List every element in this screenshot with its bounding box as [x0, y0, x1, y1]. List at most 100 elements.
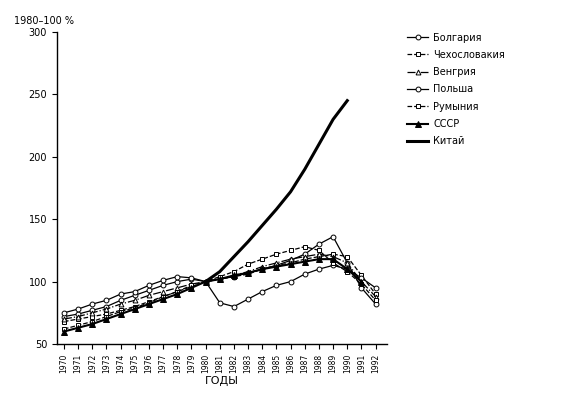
- Польша: [202, 279, 209, 284]
- Китай: [344, 98, 351, 103]
- Болгария: [60, 314, 67, 319]
- СССР: [216, 277, 223, 282]
- Польша: [372, 286, 379, 290]
- Китай: [302, 167, 308, 172]
- Румыния: [245, 262, 251, 266]
- Болгария: [216, 277, 223, 282]
- Китай: [216, 269, 223, 274]
- Line: Румыния: Румыния: [61, 244, 378, 332]
- Чехословакия: [174, 289, 181, 294]
- Болгария: [89, 308, 96, 313]
- Line: СССР: СССР: [61, 256, 365, 335]
- Венгрия: [188, 282, 195, 286]
- Чехословакия: [316, 254, 323, 259]
- Чехословакия: [302, 257, 308, 262]
- Чехословакия: [216, 277, 223, 282]
- Польша: [273, 283, 280, 288]
- Венгрия: [358, 279, 365, 284]
- Польша: [245, 297, 251, 302]
- Болгария: [302, 252, 308, 256]
- Болгария: [245, 270, 251, 275]
- Польша: [302, 272, 308, 276]
- Румыния: [131, 306, 138, 310]
- Венгрия: [174, 286, 181, 290]
- Болгария: [358, 286, 365, 290]
- Китай: [259, 223, 266, 228]
- Венгрия: [146, 293, 152, 298]
- Чехословакия: [287, 260, 294, 265]
- Болгария: [103, 304, 110, 309]
- Польша: [117, 292, 124, 296]
- Венгрия: [316, 252, 323, 256]
- Польша: [259, 289, 266, 294]
- Чехословакия: [230, 274, 237, 279]
- Венгрия: [216, 277, 223, 282]
- Чехословакия: [188, 284, 195, 289]
- СССР: [329, 257, 336, 262]
- СССР: [287, 262, 294, 266]
- Венгрия: [259, 264, 266, 269]
- Румыния: [358, 282, 365, 286]
- Польша: [75, 307, 81, 312]
- Польша: [160, 278, 167, 283]
- СССР: [174, 292, 181, 296]
- Румыния: [89, 319, 96, 324]
- Румыния: [259, 257, 266, 262]
- Line: Польша: Польша: [61, 263, 378, 315]
- Румыния: [344, 269, 351, 274]
- Венгрия: [89, 310, 96, 315]
- Болгария: [188, 277, 195, 282]
- Румыния: [75, 323, 81, 328]
- Румыния: [329, 260, 336, 265]
- Болгария: [75, 312, 81, 316]
- Болгария: [316, 242, 323, 246]
- Line: Чехословакия: Чехословакия: [61, 252, 378, 324]
- Чехословакия: [117, 308, 124, 313]
- Румыния: [117, 309, 124, 314]
- Венгрия: [117, 302, 124, 306]
- Венгрия: [230, 273, 237, 278]
- СССР: [60, 329, 67, 334]
- Text: 1980–100 %: 1980–100 %: [14, 16, 74, 26]
- Румыния: [60, 327, 67, 332]
- Польша: [146, 283, 152, 288]
- Чехословакия: [103, 312, 110, 316]
- СССР: [230, 273, 237, 278]
- Line: Венгрия: Венгрия: [61, 252, 378, 322]
- СССР: [75, 325, 81, 330]
- Румыния: [216, 274, 223, 279]
- Венгрия: [344, 260, 351, 265]
- Чехословакия: [245, 272, 251, 276]
- Польша: [131, 289, 138, 294]
- Китай: [316, 142, 323, 147]
- СССР: [160, 297, 167, 302]
- Чехословакия: [259, 267, 266, 272]
- Болгария: [259, 267, 266, 272]
- Венгрия: [75, 314, 81, 319]
- Венгрия: [287, 257, 294, 262]
- Чехословакия: [344, 254, 351, 259]
- СССР: [117, 312, 124, 316]
- Болгария: [174, 279, 181, 284]
- Болгария: [131, 293, 138, 298]
- Польша: [103, 298, 110, 303]
- Болгария: [230, 274, 237, 279]
- Румыния: [287, 248, 294, 253]
- Польша: [329, 263, 336, 268]
- Румыния: [230, 269, 237, 274]
- Венгрия: [131, 298, 138, 303]
- СССР: [103, 317, 110, 322]
- Болгария: [117, 298, 124, 303]
- Болгария: [329, 234, 336, 239]
- Legend: Болгария, Чехословакия, Венгрия, Польша, Румыния, СССР, Китай: Болгария, Чехословакия, Венгрия, Польша,…: [405, 31, 507, 148]
- Болгария: [273, 263, 280, 268]
- Польша: [60, 310, 67, 315]
- СССР: [188, 286, 195, 290]
- Чехословакия: [160, 294, 167, 299]
- Чехословакия: [146, 299, 152, 304]
- СССР: [344, 267, 351, 272]
- СССР: [89, 322, 96, 326]
- Болгария: [344, 260, 351, 265]
- X-axis label: ГОДЫ: ГОДЫ: [205, 376, 239, 386]
- Польша: [230, 304, 237, 309]
